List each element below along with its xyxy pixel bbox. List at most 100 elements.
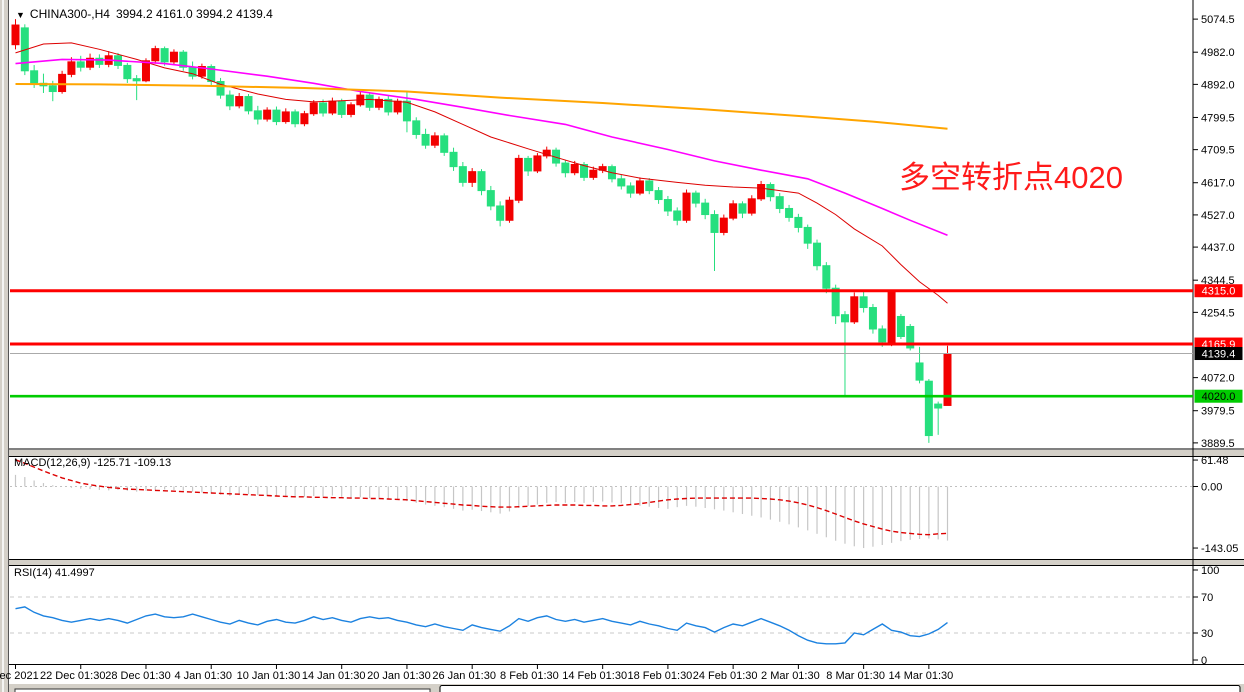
candle-up bbox=[570, 163, 579, 174]
ma-line-fast-red bbox=[15, 42, 948, 304]
candle-down bbox=[878, 328, 887, 343]
candle-up bbox=[682, 192, 691, 221]
level-price-badge-text: 4315.0 bbox=[1202, 286, 1236, 298]
candle-up bbox=[635, 180, 644, 194]
candle-down bbox=[458, 166, 467, 183]
candle-down bbox=[402, 100, 411, 122]
candle-up bbox=[67, 61, 76, 75]
candle-down bbox=[626, 185, 635, 194]
price-axis-label: 4892.0 bbox=[1201, 79, 1235, 91]
candle-down bbox=[244, 96, 253, 112]
candle-up bbox=[589, 169, 598, 178]
candle-down bbox=[691, 192, 700, 204]
time-axis-label: 4 Jan 01:30 bbox=[174, 670, 232, 682]
candle-down bbox=[179, 51, 188, 68]
ohlc-values: 3994.2 4161.0 3994.2 4139.4 bbox=[115, 7, 273, 21]
candle-down bbox=[738, 203, 747, 214]
candle-down bbox=[384, 98, 393, 113]
candle-up bbox=[514, 157, 523, 201]
candle-down bbox=[291, 111, 300, 125]
candle-down bbox=[645, 180, 654, 192]
candle-up bbox=[58, 73, 67, 93]
moving-averages-layer bbox=[15, 42, 948, 304]
candle-up bbox=[430, 135, 439, 146]
price-axis-label: 4437.0 bbox=[1201, 242, 1235, 254]
time-axis-label: 14 Feb 01:30 bbox=[562, 670, 627, 682]
candle-down bbox=[794, 216, 803, 228]
rsi-axis-label: 100 bbox=[1201, 565, 1219, 577]
price-axis-label: 4344.5 bbox=[1201, 275, 1235, 287]
candle-down bbox=[785, 207, 794, 218]
candle-up bbox=[850, 296, 859, 323]
current-price-badge-text: 4139.4 bbox=[1202, 349, 1236, 361]
current-price-badge bbox=[1194, 347, 1243, 361]
candle-down bbox=[701, 202, 710, 216]
candle-down bbox=[225, 94, 234, 107]
candle-down bbox=[710, 214, 719, 233]
levels-layer[interactable] bbox=[10, 289, 1193, 398]
time-axis-label: 2 Mar 01:30 bbox=[761, 670, 820, 682]
ma-line-mid-magenta bbox=[15, 58, 948, 237]
macd-panel[interactable]: 61.48 0.00 -143.05 bbox=[10, 455, 1238, 555]
candle-up bbox=[281, 111, 290, 123]
candle-up bbox=[300, 113, 309, 125]
candle-down bbox=[412, 120, 421, 135]
candles-layer[interactable] bbox=[11, 19, 952, 443]
candle-down bbox=[48, 85, 57, 93]
candle-up bbox=[719, 217, 728, 233]
candle-down bbox=[76, 61, 85, 68]
candle-up bbox=[747, 198, 756, 214]
candle-up bbox=[86, 57, 95, 68]
candle-up bbox=[393, 100, 402, 113]
level-price-badge bbox=[1194, 389, 1243, 403]
macd-axis-label: 0.00 bbox=[1201, 482, 1222, 494]
price-axis-label: 3889.5 bbox=[1201, 438, 1235, 450]
candle-down bbox=[561, 162, 570, 174]
price-axis-label: 5074.5 bbox=[1201, 14, 1235, 26]
candle-down bbox=[822, 265, 831, 289]
candle-down bbox=[449, 151, 458, 168]
candle-up bbox=[374, 98, 383, 108]
candle-down bbox=[934, 403, 943, 409]
chart-title: ▼ CHINA300-,H4 3994.2 4161.0 3994.2 4139.4 bbox=[16, 7, 279, 21]
background-window-edge-right[interactable] bbox=[439, 685, 1241, 692]
time-axis-label: 24 Feb 01:30 bbox=[693, 670, 758, 682]
rsi-line bbox=[15, 606, 948, 645]
candle-down bbox=[915, 362, 924, 381]
candle-down bbox=[440, 135, 449, 153]
symbol-label: CHINA300-,H4 bbox=[29, 7, 110, 21]
candle-down bbox=[766, 184, 775, 198]
macd-axis-label: -143.05 bbox=[1201, 543, 1238, 555]
candle-up bbox=[468, 171, 477, 183]
time-axis-label: 26 Jan 01:30 bbox=[432, 670, 496, 682]
price-axis-label: 4254.5 bbox=[1201, 307, 1235, 319]
time-axis-label: 16 Dec 2021 bbox=[0, 670, 39, 682]
candle-down bbox=[496, 205, 505, 221]
background-window-edge-left[interactable] bbox=[14, 688, 431, 692]
candle-down bbox=[775, 196, 784, 209]
rsi-panel[interactable]: 100 70 30 0 bbox=[10, 565, 1219, 667]
level-price-badge bbox=[1194, 284, 1243, 298]
time-axis-label: 28 Dec 01:30 bbox=[105, 670, 170, 682]
candle-up bbox=[729, 203, 738, 219]
candle-up bbox=[11, 24, 20, 46]
candle-down bbox=[803, 226, 812, 244]
candle-up bbox=[533, 155, 542, 172]
candle-down bbox=[654, 190, 663, 201]
time-axis-label: 8 Feb 01:30 bbox=[500, 670, 559, 682]
price-axis-label: 4709.5 bbox=[1201, 145, 1235, 157]
candle-down bbox=[365, 94, 374, 108]
candle-down bbox=[486, 190, 495, 207]
ma-line-slow-orange bbox=[15, 83, 948, 130]
time-axis-label: 14 Jan 01:30 bbox=[302, 670, 366, 682]
candle-down bbox=[906, 325, 915, 349]
candle-up bbox=[328, 100, 337, 114]
symbol-dropdown-icon[interactable]: ▼ bbox=[16, 10, 25, 20]
time-axis-label: 22 Dec 01:30 bbox=[40, 670, 105, 682]
candle-down bbox=[272, 109, 281, 123]
time-axis-label: 8 Mar 01:30 bbox=[826, 670, 885, 682]
price-axis-label: 4527.0 bbox=[1201, 210, 1235, 222]
candle-down bbox=[30, 70, 39, 84]
